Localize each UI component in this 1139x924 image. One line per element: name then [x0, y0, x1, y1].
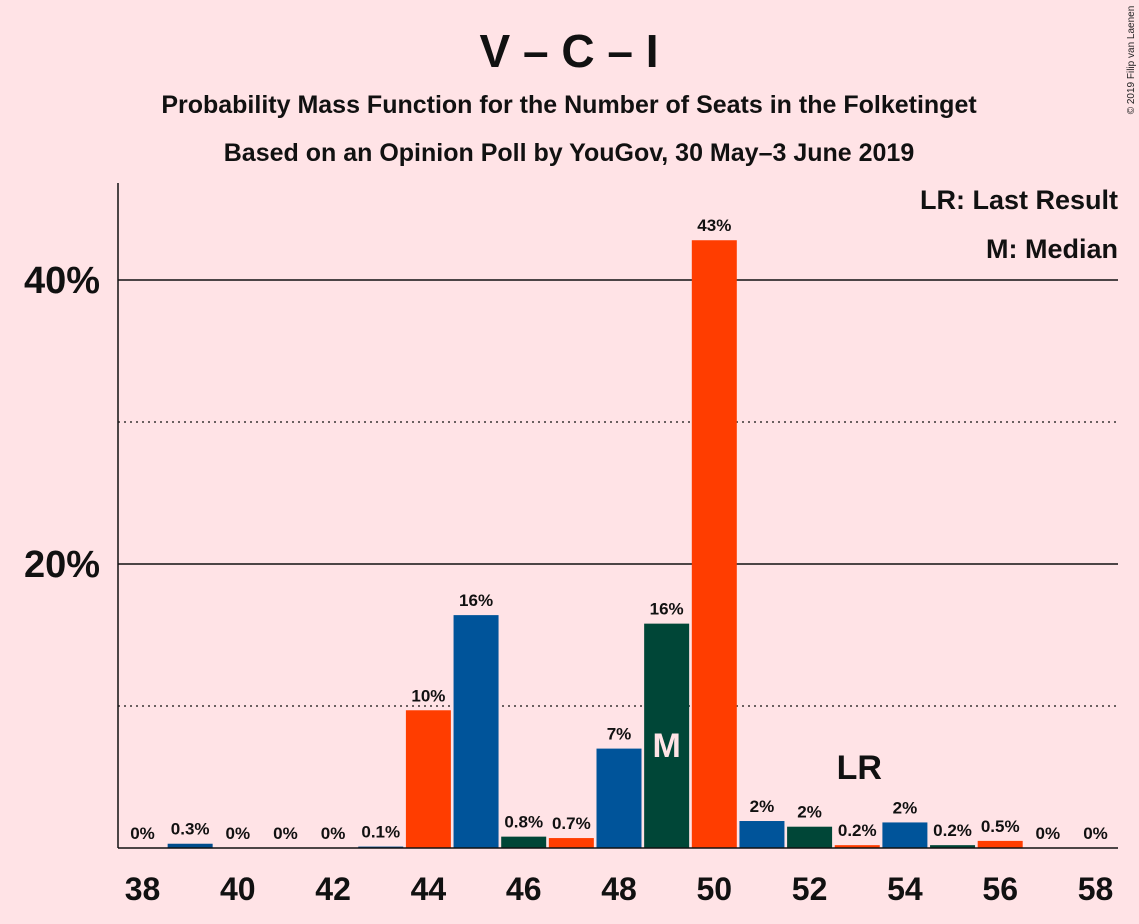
chart-title: V – C – I — [480, 25, 659, 77]
last-result-marker: LR — [837, 749, 882, 787]
bar-55 — [930, 845, 976, 848]
bar-48 — [596, 748, 642, 848]
bar-39 — [167, 843, 213, 848]
x-tick-42: 42 — [315, 871, 351, 907]
markers: M LR — [652, 727, 881, 787]
chart-subtitle-1: Probability Mass Function for the Number… — [161, 91, 977, 119]
data-label-47: 0.7% — [552, 814, 591, 833]
x-tick-44: 44 — [411, 871, 447, 907]
bar-45 — [453, 615, 499, 848]
x-tick-38: 38 — [125, 871, 161, 907]
bar-53 — [834, 845, 880, 848]
data-label-52: 2% — [797, 803, 822, 822]
data-label-55: 0.2% — [933, 821, 972, 840]
data-label-45: 16% — [459, 591, 493, 610]
data-label-57: 0% — [1036, 824, 1061, 843]
x-tick-52: 52 — [792, 871, 828, 907]
data-label-49: 16% — [650, 600, 684, 619]
x-tick-40: 40 — [220, 871, 256, 907]
bar-54 — [882, 822, 928, 848]
data-label-58: 0% — [1083, 824, 1108, 843]
data-label-42: 0% — [321, 824, 346, 843]
data-label-53: 0.2% — [838, 821, 877, 840]
data-label-40: 0% — [226, 824, 251, 843]
median-marker: M — [652, 727, 680, 765]
data-label-46: 0.8% — [504, 813, 543, 832]
data-label-50: 43% — [697, 216, 731, 235]
x-axis-ticks: 38 40 42 44 46 48 50 52 54 56 58 — [125, 871, 1114, 907]
x-tick-54: 54 — [887, 871, 923, 907]
data-label-51: 2% — [750, 797, 775, 816]
bar-50 — [691, 240, 737, 849]
data-label-38: 0% — [130, 824, 155, 843]
data-label-48: 7% — [607, 725, 632, 744]
bar-44 — [405, 710, 451, 848]
x-tick-46: 46 — [506, 871, 542, 907]
data-label-54: 2% — [893, 798, 918, 817]
grid-lines — [118, 279, 1118, 707]
x-tick-50: 50 — [697, 871, 733, 907]
y-axis-ticks: 20% 40% — [24, 260, 100, 586]
bar-46 — [501, 836, 547, 848]
bar-47 — [548, 838, 594, 848]
bars — [167, 240, 1023, 849]
chart-subtitle-2: Based on an Opinion Poll by YouGov, 30 M… — [224, 139, 914, 167]
bar-49 — [644, 623, 690, 848]
x-tick-58: 58 — [1078, 871, 1114, 907]
legend-median: M: Median — [986, 234, 1118, 264]
x-tick-56: 56 — [982, 871, 1018, 907]
data-label-43: 0.1% — [361, 823, 400, 842]
bar-52 — [787, 826, 833, 848]
data-labels: 0% 0.3% 0% 0% 0% 0.1% 10% 16% 0.8% 0.7% 7% 16% 43% 2%… — [130, 216, 1108, 843]
legend-last-result: LR: Last Result — [920, 185, 1118, 215]
bar-51 — [739, 821, 785, 848]
y-tick-40%: 40% — [24, 260, 100, 302]
x-tick-48: 48 — [601, 871, 637, 907]
y-tick-20%: 20% — [24, 544, 100, 586]
data-label-41: 0% — [273, 824, 298, 843]
copyright-note: © 2019 Filip van Laenen — [1126, 6, 1137, 115]
bar-56 — [977, 840, 1023, 848]
data-label-39: 0.3% — [171, 820, 210, 839]
data-label-44: 10% — [411, 686, 445, 705]
data-label-56: 0.5% — [981, 817, 1020, 836]
